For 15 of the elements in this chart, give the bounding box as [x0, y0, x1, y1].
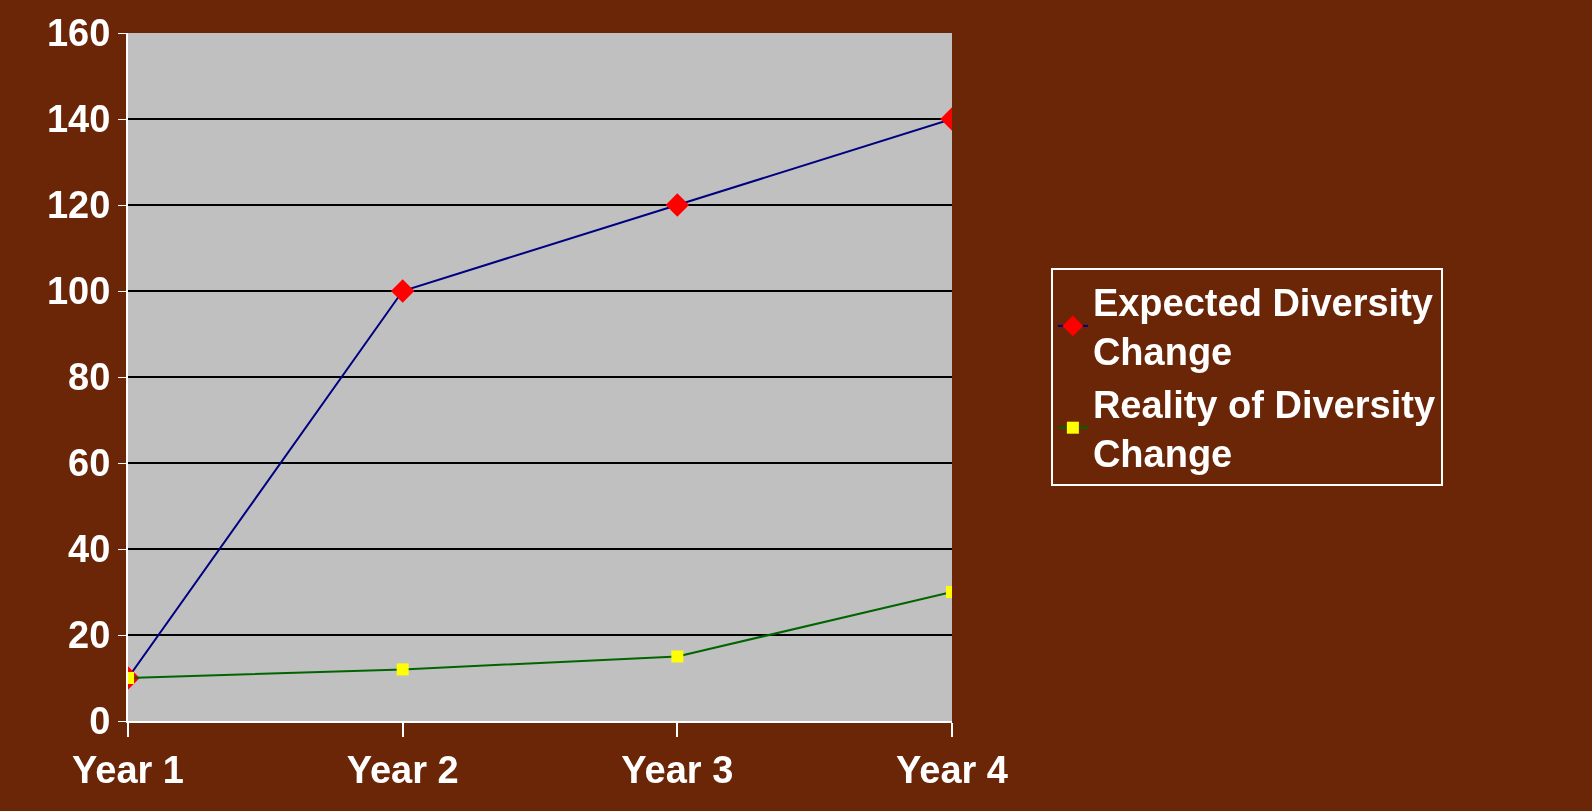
x-tick-label: Year 3	[621, 748, 734, 791]
legend-label: Reality of Diversity Change	[1092, 383, 1436, 476]
x-tick-label: Year 1	[72, 748, 184, 791]
y-tick-label: 40	[68, 528, 111, 571]
y-tick-label: 140	[46, 98, 111, 141]
x-tick-label: Year 4	[896, 748, 1008, 791]
y-tick-label: 120	[46, 184, 111, 227]
y-tick-label: 160	[46, 12, 111, 55]
y-tick-label: 20	[68, 614, 111, 657]
x-tick-label: Year 2	[346, 748, 459, 791]
y-tick-label: 0	[89, 700, 111, 743]
y-tick-label: 80	[68, 356, 111, 399]
y-tick-label: 60	[68, 442, 111, 485]
legend-label: Expected Diversity Change	[1092, 282, 1433, 374]
y-tick-label: 100	[46, 270, 111, 313]
